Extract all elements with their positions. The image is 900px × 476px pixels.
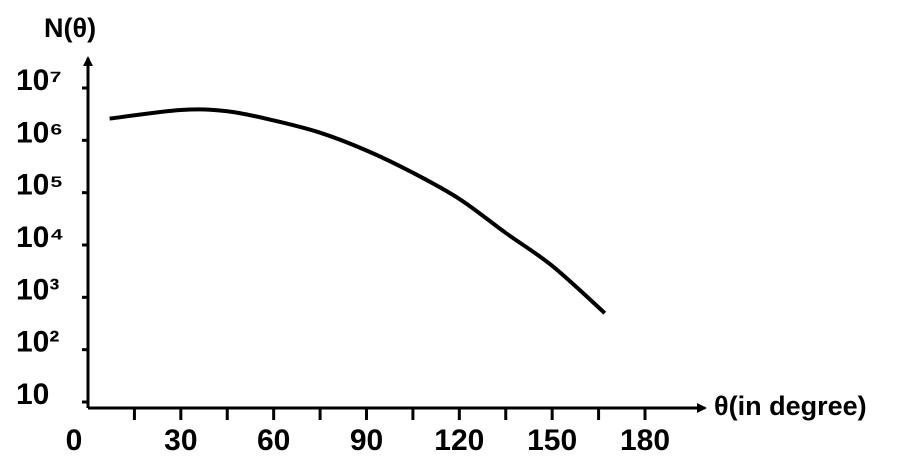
y-tick-label: 10² [16, 326, 59, 359]
x-tick-label: 180 [620, 424, 670, 457]
x-tick-label: 0 [66, 424, 83, 457]
x-tick-label: 90 [350, 424, 383, 457]
x-axis-label: θ(in degree) [714, 391, 867, 421]
y-tick-label: 10 [16, 378, 49, 411]
y-tick-label: 10⁷ [16, 64, 62, 97]
y-tick-label: 10⁴ [16, 221, 64, 254]
x-tick-label: 60 [257, 424, 290, 457]
data-line [109, 107, 607, 315]
x-tick-label: 120 [434, 424, 484, 457]
y-tick-label: 10³ [16, 273, 59, 306]
y-tick-label: 10⁵ [16, 169, 63, 202]
y-axis-label: N(θ) [44, 13, 96, 43]
x-tick-label: 150 [527, 424, 577, 457]
y-tick-label: 10⁶ [16, 116, 63, 149]
x-tick-label: 30 [164, 424, 197, 457]
